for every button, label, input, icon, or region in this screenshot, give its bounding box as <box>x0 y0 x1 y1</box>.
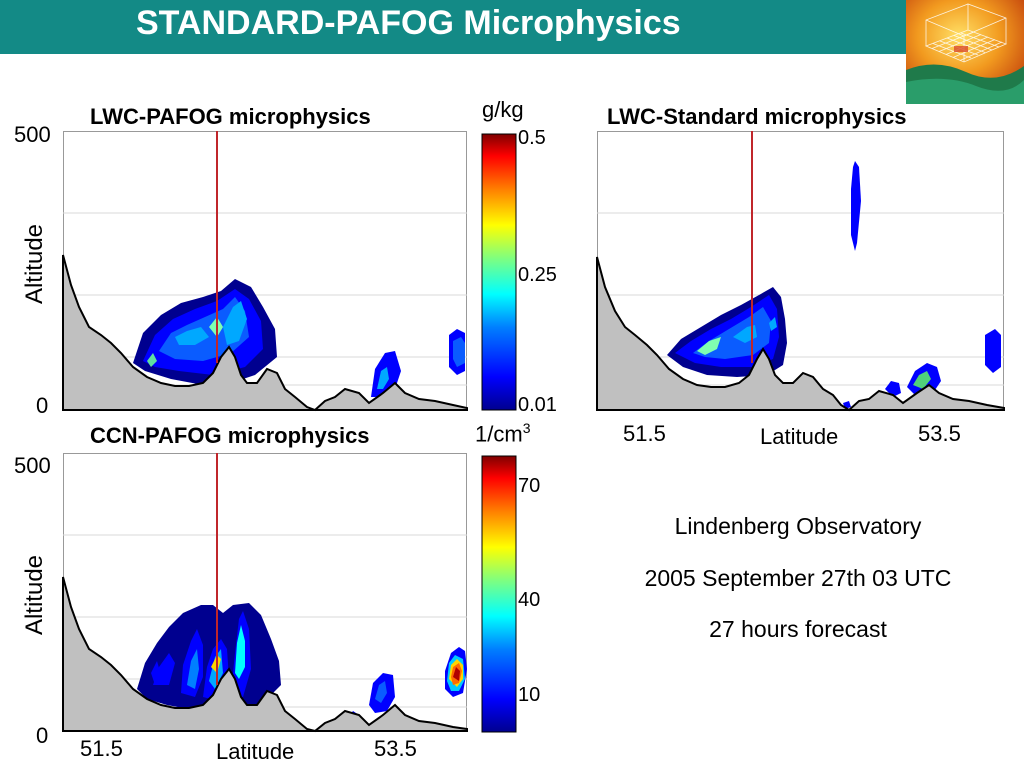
colorbar-ccn-tick-40: 40 <box>518 589 541 611</box>
colorbar-ccn-fill <box>481 455 517 733</box>
ccn-contour-main-cloud <box>137 603 281 711</box>
plot-lwc-standard <box>596 131 1005 412</box>
lwc-contour-edge-cloud <box>985 329 1001 373</box>
colorbar-ccn-unit-base: 1/cm <box>475 421 523 447</box>
lwc-contour-edge-cloud <box>449 329 465 375</box>
info-datetime: 2005 September 27th 03 UTC <box>644 565 952 591</box>
colorbar-ccn-tick-10: 10 <box>518 684 541 706</box>
y-axis-label-panel1: Altitude <box>21 223 48 305</box>
page-title: STANDARD-PAFOG Microphysics <box>136 4 681 42</box>
plot-ccn-pafog <box>62 453 468 733</box>
y-axis-label-panel3: Altitude <box>21 554 48 636</box>
colorbar-lwc <box>481 133 517 411</box>
panel-title-lwc-standard: LWC-Standard microphysics <box>607 104 907 129</box>
lwc-contour-upper-blob <box>851 161 861 251</box>
colorbar-lwc-tick-min: 0.01 <box>518 394 557 416</box>
y-tick-500-panel3: 500 <box>14 453 51 478</box>
colorbar-lwc-tick-max: 0.5 <box>518 127 546 149</box>
colorbar-lwc-fill <box>481 133 517 411</box>
ccn-contour-edge-cloud <box>445 647 467 697</box>
terrain <box>62 576 468 733</box>
colorbar-ccn <box>481 455 517 733</box>
x-axis-label-panel2: Latitude <box>760 424 839 449</box>
terrain <box>596 256 1005 412</box>
terrain <box>62 254 468 412</box>
3d-grid-weather-model-icon <box>906 0 1024 104</box>
x-tick-51-5-panel3: 51.5 <box>80 736 123 761</box>
y-tick-0-panel3: 0 <box>36 723 49 748</box>
x-tick-51-5-panel2: 51.5 <box>623 421 666 446</box>
colorbar-ccn-tick-70: 70 <box>518 475 541 497</box>
ccn-contour-left-blob <box>151 661 161 685</box>
colorbar-ccn-unit: 1/cm3 <box>475 420 530 447</box>
colorbar-lwc-tick-mid: 0.25 <box>518 264 557 286</box>
title-bar: STANDARD-PAFOG Microphysics <box>0 0 1024 54</box>
info-location: Lindenberg Observatory <box>674 513 922 539</box>
x-tick-53-5-panel3: 53.5 <box>374 736 417 761</box>
colorbar-lwc-unit: g/kg <box>482 97 524 122</box>
x-tick-53-5-panel2: 53.5 <box>918 421 961 446</box>
y-tick-500-panel1: 500 <box>14 122 51 147</box>
panel-title-lwc-pafog: LWC-PAFOG microphysics <box>90 104 371 129</box>
panel-title-ccn-pafog: CCN-PAFOG microphysics <box>90 423 370 448</box>
info-forecast: 27 hours forecast <box>709 616 887 642</box>
y-tick-0-panel1: 0 <box>36 393 49 418</box>
x-axis-label-panel3: Latitude <box>216 739 295 764</box>
colorbar-ccn-unit-exponent: 3 <box>522 420 531 436</box>
plot-lwc-pafog <box>62 131 468 412</box>
